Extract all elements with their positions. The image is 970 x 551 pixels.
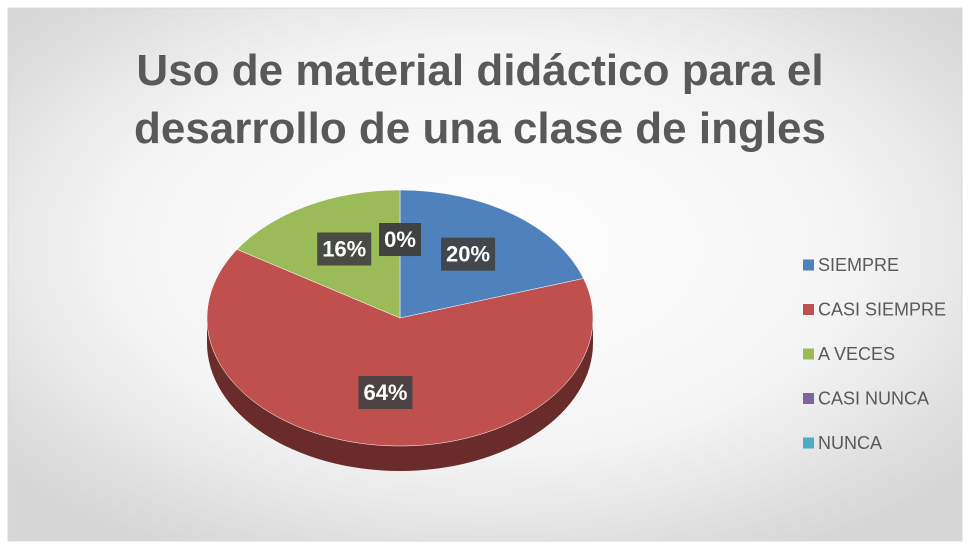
data-label-box	[358, 376, 413, 410]
data-label-box	[379, 223, 421, 257]
legend-label: NUNCA	[818, 433, 882, 453]
data-label: 20%	[446, 242, 490, 267]
data-label: 16%	[322, 237, 366, 262]
data-label: 0%	[384, 227, 416, 252]
pie-slice	[206, 249, 594, 447]
legend-label: CASI NUNCA	[818, 388, 929, 408]
legend-label: SIEMPRE	[818, 255, 899, 275]
data-label-box	[441, 237, 496, 271]
legend-swatch	[803, 304, 814, 315]
legend-swatch	[803, 348, 814, 360]
chart-title: Uso de material didáctico para el desarr…	[133, 46, 827, 153]
data-labels: 20%64%16%0%0%	[317, 223, 496, 410]
legend: SIEMPRE CASI SIEMPRE A VECES CASI NUNCA NUNC…	[803, 255, 946, 453]
data-label: 64%	[363, 380, 407, 405]
legend-swatch	[803, 393, 814, 404]
legend-swatch	[803, 437, 814, 449]
legend-swatch	[803, 259, 814, 271]
legend-label: A VECES	[818, 344, 895, 364]
pie-side	[207, 318, 593, 471]
legend-label: CASI SIEMPRE	[818, 299, 946, 319]
data-label-box	[317, 232, 372, 266]
